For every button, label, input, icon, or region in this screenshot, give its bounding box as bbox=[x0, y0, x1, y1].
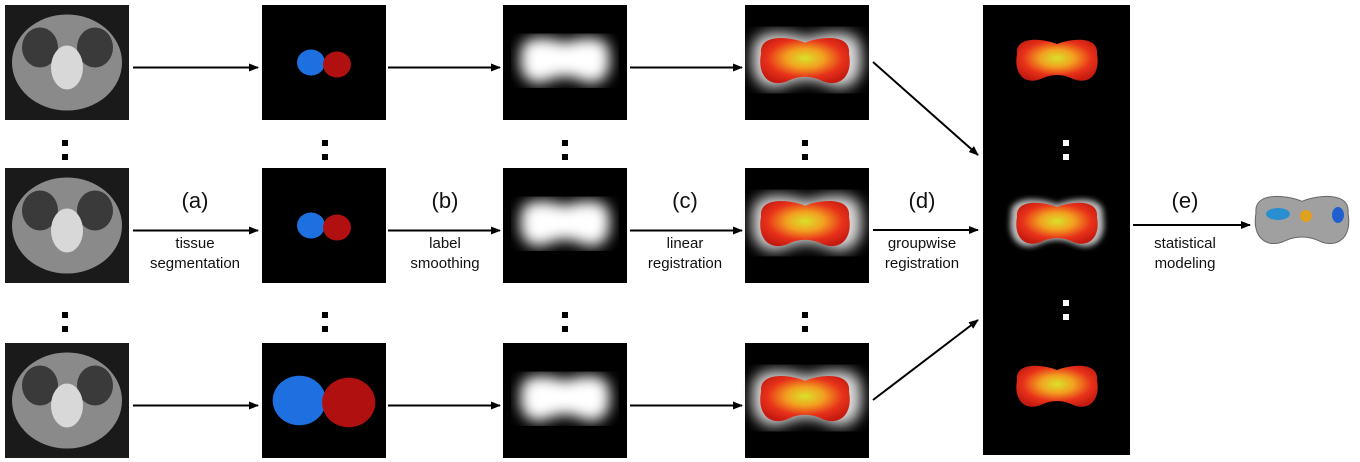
registered-surface bbox=[760, 38, 850, 83]
segment-left bbox=[273, 376, 326, 425]
step-description: registration bbox=[885, 255, 959, 272]
ellipsis-dot bbox=[1063, 300, 1069, 306]
ellipsis-dot bbox=[562, 312, 568, 318]
groupwise-surface bbox=[1016, 40, 1097, 81]
step-description: label bbox=[429, 235, 461, 252]
ellipsis-dot bbox=[322, 154, 328, 160]
step-description: tissue bbox=[175, 235, 214, 252]
ellipsis-dot bbox=[62, 140, 68, 146]
step-description: smoothing bbox=[410, 255, 479, 272]
step-description: registration bbox=[648, 255, 722, 272]
ellipsis-dot bbox=[1063, 140, 1069, 146]
step-description: linear bbox=[667, 235, 704, 252]
arrow bbox=[873, 62, 978, 155]
segment-left bbox=[297, 50, 325, 76]
arrow bbox=[873, 320, 978, 400]
segment-right bbox=[322, 378, 375, 427]
ellipsis-dot bbox=[562, 154, 568, 160]
ct-tissue bbox=[77, 28, 113, 68]
ellipsis-dot bbox=[62, 154, 68, 160]
segment-right bbox=[323, 52, 351, 78]
smoothed-label bbox=[520, 38, 610, 83]
step-description: statistical bbox=[1154, 235, 1216, 252]
ellipsis-dot bbox=[322, 140, 328, 146]
model-highlight bbox=[1300, 210, 1312, 222]
ellipsis-dot bbox=[1063, 314, 1069, 320]
step-label: (a) bbox=[182, 188, 209, 213]
image-layer bbox=[5, 5, 1349, 458]
ellipsis-dot bbox=[322, 326, 328, 332]
ct-tissue bbox=[51, 46, 83, 90]
ellipsis-dot bbox=[802, 326, 808, 332]
ellipsis-dot bbox=[802, 312, 808, 318]
ellipsis-dot bbox=[802, 140, 808, 146]
ellipsis-dot bbox=[62, 312, 68, 318]
step-label: (c) bbox=[672, 188, 698, 213]
model-highlight bbox=[1332, 207, 1344, 223]
smoothed-label bbox=[520, 376, 610, 421]
segment-left bbox=[297, 213, 325, 239]
groupwise-surface bbox=[1016, 366, 1097, 407]
step-description: segmentation bbox=[150, 255, 240, 272]
groupwise-surface bbox=[1016, 203, 1097, 244]
step-label: (e) bbox=[1172, 188, 1199, 213]
pipeline-diagram: (a) tissue segmentation (b) label smooth… bbox=[0, 0, 1360, 462]
model-highlight bbox=[1266, 208, 1290, 220]
ellipsis-dot bbox=[1063, 154, 1069, 160]
step-description: groupwise bbox=[888, 235, 956, 252]
ct-tissue bbox=[77, 366, 113, 406]
smoothed-label bbox=[520, 201, 610, 246]
ct-tissue bbox=[51, 209, 83, 253]
segment-right bbox=[323, 215, 351, 241]
registered-surface bbox=[760, 376, 850, 421]
step-label: (d) bbox=[909, 188, 936, 213]
ct-tissue bbox=[51, 384, 83, 428]
ellipsis-dot bbox=[802, 154, 808, 160]
ellipsis-dot bbox=[62, 326, 68, 332]
ellipsis-dot bbox=[562, 140, 568, 146]
ellipsis-dot bbox=[322, 312, 328, 318]
step-label: (b) bbox=[432, 188, 459, 213]
ellipsis-dot bbox=[562, 326, 568, 332]
registered-surface bbox=[760, 201, 850, 246]
step-description: modeling bbox=[1155, 255, 1216, 272]
ct-tissue bbox=[77, 191, 113, 231]
